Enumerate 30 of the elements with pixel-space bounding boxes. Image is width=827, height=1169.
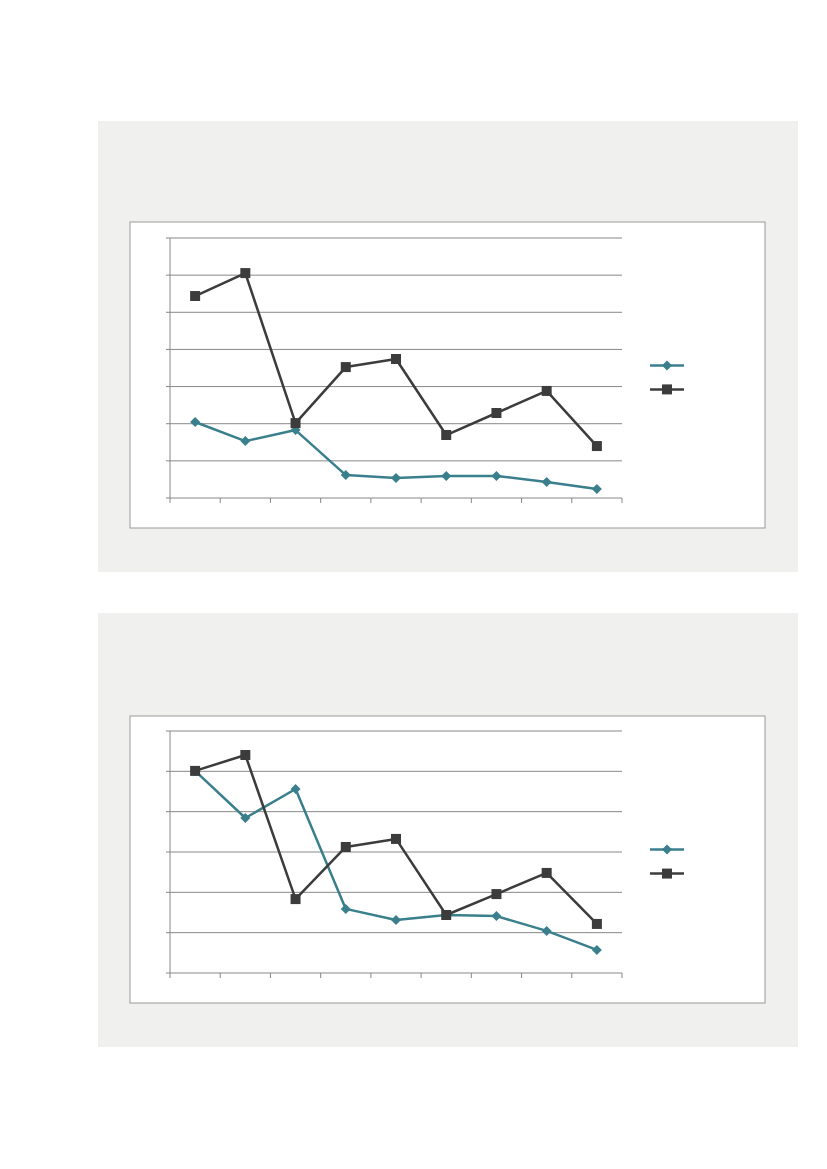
point: [441, 430, 452, 441]
point: [491, 470, 502, 481]
point: [591, 484, 602, 494]
point: [240, 749, 251, 760]
point: [290, 418, 301, 429]
point: [591, 944, 602, 955]
point: [290, 783, 301, 794]
point: [240, 812, 251, 823]
point: [541, 477, 552, 488]
point: [591, 918, 602, 929]
point: [391, 915, 401, 926]
point: [340, 841, 351, 852]
point: [391, 472, 401, 483]
point: [491, 407, 502, 418]
point: [240, 268, 251, 279]
point: [541, 867, 552, 878]
point: [340, 362, 351, 373]
point: [391, 833, 401, 844]
point: [340, 903, 351, 914]
point: [541, 925, 552, 936]
point: [491, 889, 502, 900]
point: [290, 894, 301, 905]
point: [340, 470, 351, 481]
point: [541, 385, 552, 396]
point: [240, 436, 251, 447]
point: [190, 291, 201, 302]
point: [190, 416, 201, 427]
point: [591, 441, 602, 452]
point: [491, 911, 502, 922]
point: [391, 354, 401, 364]
